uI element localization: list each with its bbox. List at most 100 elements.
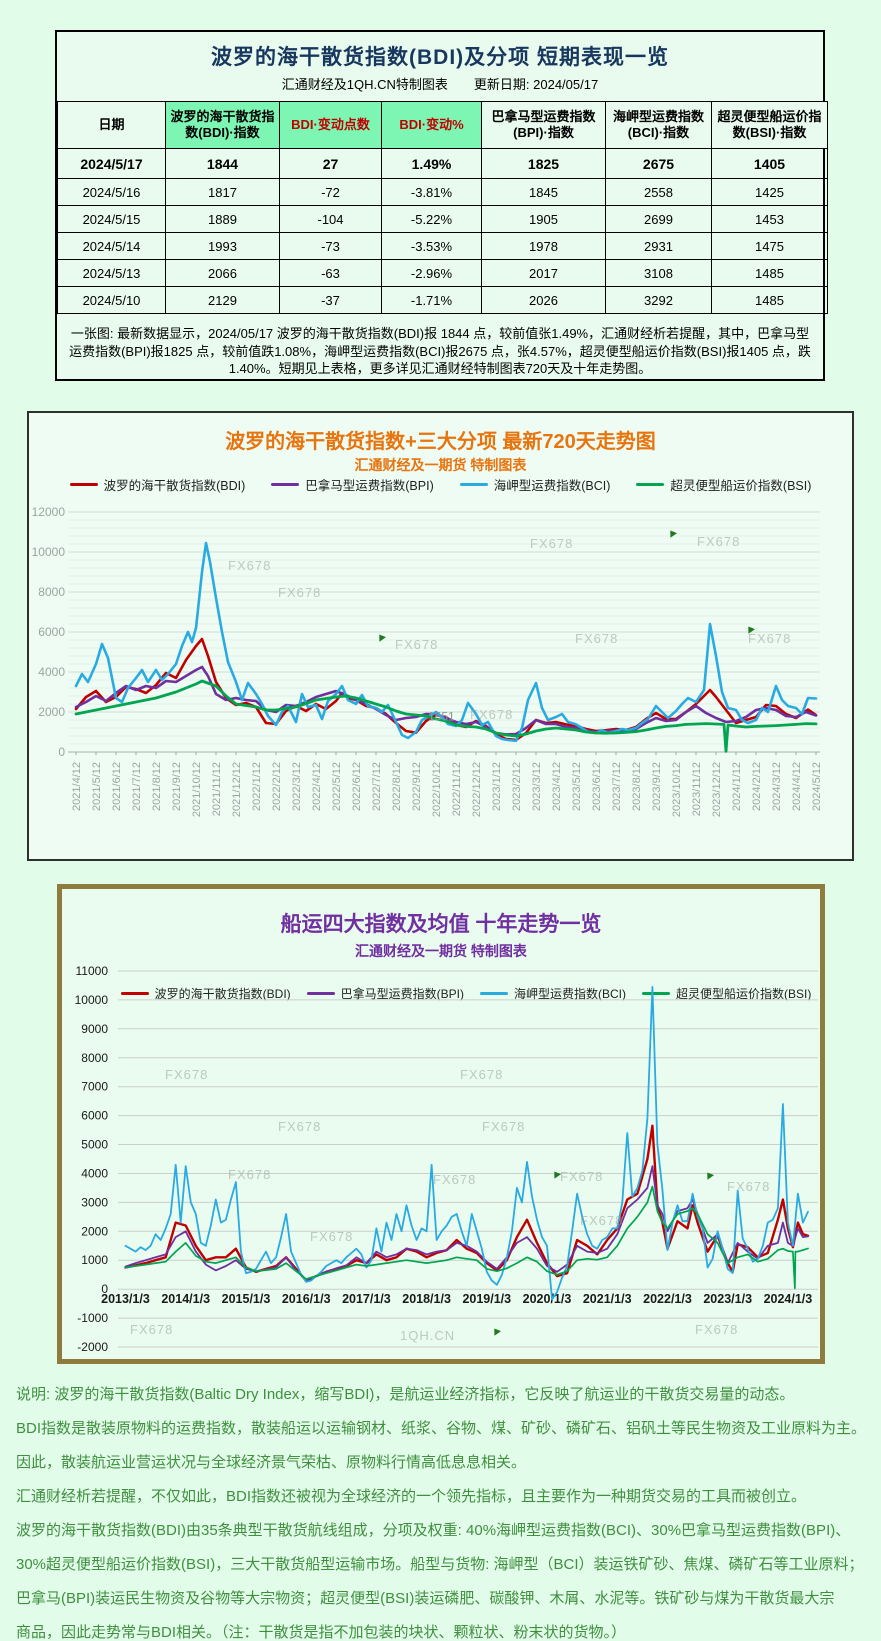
legend-swatch — [120, 991, 149, 996]
svg-text:5000: 5000 — [81, 1138, 108, 1152]
svg-text:2023/11/12: 2023/11/12 — [691, 762, 703, 816]
svg-text:1000: 1000 — [81, 1253, 108, 1267]
table-row: 2024/5/14 1993 -73 -3.53% 1978 2931 1475 — [57, 232, 828, 260]
svg-text:2014/1/3: 2014/1/3 — [161, 1292, 210, 1306]
table-row: 2024/5/16 1817 -72 -3.81% 1845 2558 1425 — [57, 178, 828, 206]
table-cell: 2026 — [481, 286, 606, 314]
note-line: 因此，散装航运业营运状况与全球经济景气荣枯、原物料行情高低息息相关。 — [16, 1454, 527, 1471]
note-line: BDI指数是散装原物料的运费指数，散装船运以运输钢材、纸浆、谷物、煤、矿砂、磷矿… — [16, 1420, 867, 1437]
table-cell: 1485 — [711, 259, 828, 287]
table-cell: -5.22% — [381, 205, 482, 233]
svg-text:2023/9/12: 2023/9/12 — [651, 762, 663, 811]
chart-720d-title: 波罗的海干散货指数+三大分项 最新720天走势图 — [225, 431, 656, 453]
svg-text:0: 0 — [58, 745, 65, 759]
legend-item: 波罗的海干散货指数(BDI) — [120, 985, 291, 1002]
svg-text:2022/2/12: 2022/2/12 — [271, 762, 283, 811]
bdi-table: 日期 波罗的海干散货指数(BDI)·指数 BDI·变动点数 BDI·变动% 巴拿马型运费… — [57, 101, 828, 314]
table-cell: 2024/5/15 — [57, 205, 166, 233]
legend-label: 波罗的海干散货指数(BDI) — [154, 987, 291, 1001]
chart-10y-legend: 波罗的海干散货指数(BDI) 巴拿马型运费指数(BPI) 海岬型运费指数(BCI) 超… — [118, 985, 814, 1002]
svg-text:6000: 6000 — [38, 625, 65, 639]
table-cell: 2017 — [481, 259, 606, 287]
table-cell: -104 — [279, 205, 382, 233]
legend-label: 波罗的海干散货指数(BDI) — [103, 479, 246, 493]
table-cell: 1825 — [481, 148, 606, 179]
legend-label: 超灵便型船运价指数(BSI) — [670, 479, 812, 493]
legend-label: 超灵便型船运价指数(BSI) — [676, 987, 812, 1001]
svg-text:2022/6/12: 2022/6/12 — [351, 762, 363, 811]
svg-text:2023/8/12: 2023/8/12 — [631, 762, 643, 811]
svg-text:2023/5/12: 2023/5/12 — [571, 762, 583, 811]
table-cell: -63 — [279, 259, 382, 287]
table-cell: -2.96% — [381, 259, 482, 287]
svg-text:2021/6/12: 2021/6/12 — [111, 762, 123, 811]
table-cell: 2024/5/10 — [57, 286, 166, 314]
legend-swatch — [459, 482, 488, 487]
table-cell: 2675 — [605, 148, 712, 179]
table-cell: 3108 — [605, 259, 712, 287]
svg-text:2024/5/12: 2024/5/12 — [811, 762, 823, 811]
table-cell: -1.71% — [381, 286, 482, 314]
svg-text:2000: 2000 — [38, 705, 65, 719]
chart-720d-plot: 0 2000 4000 6000 8000 10000 12000 2021/4/12 2021… — [32, 505, 823, 817]
svg-text:2022/7/12: 2022/7/12 — [371, 762, 383, 811]
column-header: 超灵便型船运价指数(BSI)·指数 — [711, 101, 828, 149]
table-cell: 1453 — [711, 205, 828, 233]
svg-text:2022/11/12: 2022/11/12 — [451, 762, 463, 816]
table-cell: 1993 — [165, 232, 280, 260]
svg-text:1551: 1551 — [428, 709, 455, 723]
svg-text:4000: 4000 — [38, 665, 65, 679]
table-cell: 1844 — [165, 148, 280, 179]
table-cell: -37 — [279, 286, 382, 314]
legend-item: 超灵便型船运价指数(BSI) — [642, 985, 811, 1002]
table-cell: 1905 — [481, 205, 606, 233]
table-cell: 1485 — [711, 286, 828, 314]
svg-text:2021/1/3: 2021/1/3 — [583, 1292, 632, 1306]
chart-10y-panel: 船运四大指数及均值 十年走势一览 汇通财经及一期货 特制图表 波罗的海干散货指数… — [57, 884, 825, 1364]
legend-label: 海岬型运费指数(BCI) — [493, 479, 611, 493]
svg-text:7000: 7000 — [81, 1080, 108, 1094]
notes: 说明: 波罗的海干散货指数(Baltic Dry Index，缩写BDI)，是航… — [16, 1378, 874, 1641]
column-header: 波罗的海干散货指数(BDI)·指数 — [165, 101, 280, 149]
table-cell: 1475 — [711, 232, 828, 260]
table-cell: 2024/5/14 — [57, 232, 166, 260]
summary-note: 一张图: 最新数据显示，2024/05/17 波罗的海干散货指数(BDI)报 1… — [69, 326, 811, 376]
table-cell: 27 — [279, 148, 382, 179]
summary-panel: 波罗的海干散货指数(BDI)及分项 短期表现一览 汇通财经及1QH.CN特制图表… — [55, 30, 828, 381]
legend-item: 巴拿马型运费指数(BPI) — [271, 475, 434, 494]
svg-text:4000: 4000 — [81, 1167, 108, 1181]
svg-text:2024/1/12: 2024/1/12 — [731, 762, 743, 811]
svg-text:11000: 11000 — [76, 964, 109, 978]
svg-text:2022/3/12: 2022/3/12 — [291, 762, 303, 811]
table-row: 2024/5/15 1889 -104 -5.22% 1905 2699 1453 — [57, 205, 828, 233]
note-line: 汇通财经析若提醒，不仅如此，BDI指数还被视为全球经济的一个领先指标，且主要作为… — [16, 1488, 807, 1505]
svg-text:2015/1/3: 2015/1/3 — [222, 1292, 271, 1306]
table-row: 2024/5/13 2066 -63 -2.96% 2017 3108 1485 — [57, 259, 828, 287]
table-cell: 1845 — [481, 178, 606, 206]
svg-text:2023/1/12: 2023/1/12 — [491, 762, 503, 811]
note-line: 波罗的海干散货指数(BDI)由35条典型干散货航线组成，分项及权重: 40%海岬… — [16, 1522, 851, 1539]
legend-label: 巴拿马型运费指数(BPI) — [340, 987, 464, 1001]
svg-text:2021/9/12: 2021/9/12 — [171, 762, 183, 811]
summary-title: 波罗的海干散货指数(BDI)及分项 短期表现一览 — [211, 46, 669, 69]
table-cell: 1.49% — [381, 148, 482, 179]
svg-text:2024/3/12: 2024/3/12 — [771, 762, 783, 811]
table-header-row: 日期 波罗的海干散货指数(BDI)·指数 BDI·变动点数 BDI·变动% 巴拿马型运费… — [57, 101, 828, 149]
note-line: 商品，因此走势常与BDI相关。（注：干散货是指不加包装的块状、颗粒状、粉末状的货… — [16, 1624, 627, 1641]
chart-10y-subtitle: 汇通财经及一期货 特制图表 — [355, 943, 527, 959]
legend-swatch — [642, 991, 670, 996]
svg-text:2021/10/12: 2021/10/12 — [191, 762, 203, 817]
svg-text:2021/12/12: 2021/12/12 — [231, 762, 243, 817]
svg-text:6000: 6000 — [81, 1109, 108, 1123]
svg-text:10000: 10000 — [75, 993, 109, 1007]
svg-text:2023/3/12: 2023/3/12 — [531, 762, 543, 811]
column-header: 日期 — [57, 101, 166, 149]
svg-text:2022/10/12: 2022/10/12 — [431, 762, 443, 817]
svg-text:2021/5/12: 2021/5/12 — [91, 762, 103, 811]
svg-text:-2000: -2000 — [77, 1340, 108, 1354]
table-cell: -73 — [279, 232, 382, 260]
table-cell: -3.53% — [381, 232, 482, 260]
svg-text:2022/8/12: 2022/8/12 — [391, 762, 403, 811]
svg-text:2023/2/12: 2023/2/12 — [511, 762, 523, 811]
chart-10y-title: 船运四大指数及均值 十年走势一览 — [280, 913, 602, 936]
